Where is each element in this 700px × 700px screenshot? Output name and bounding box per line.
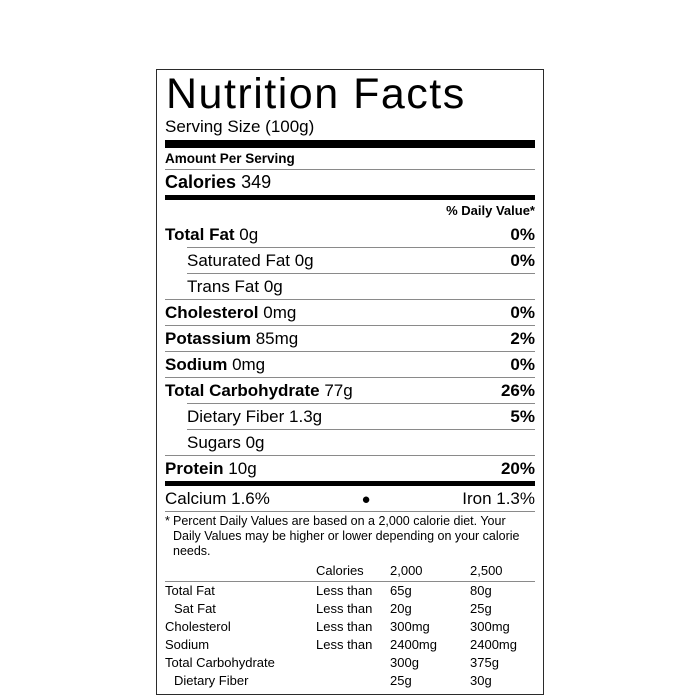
serving-size-text: Serving Size (100g) xyxy=(165,117,315,136)
nutrient-daily-value: 0% xyxy=(510,225,535,244)
reference-table-cell: Less than xyxy=(316,637,373,652)
reference-table-cell: 20g xyxy=(390,601,412,616)
reference-table-wrapper: Calories 2,000 2,500 Total Fat Less than 65g 8… xyxy=(165,562,535,694)
reference-table-cell: Cholesterol xyxy=(165,619,231,634)
reference-table-cell: Less than xyxy=(316,619,373,634)
reference-table-cell: 2400mg xyxy=(390,637,437,652)
divider-hairline xyxy=(165,351,535,352)
daily-value-header: % Daily Value* xyxy=(446,203,535,218)
reference-header-divider xyxy=(165,581,535,582)
divider-hairline-amount xyxy=(165,169,535,170)
reference-header-cell: Calories xyxy=(316,563,364,578)
nutrient-name-amount: Cholesterol 0mg xyxy=(165,303,297,322)
nutrient-name-amount: Sugars 0g xyxy=(187,433,265,452)
nutrient-daily-value: 0% xyxy=(510,303,535,322)
calories-value: 349 xyxy=(241,172,272,192)
reference-header-row: Calories 2,000 2,500 xyxy=(165,562,535,581)
nutrient-name-amount: Total Carbohydrate 77g xyxy=(165,381,353,400)
nutrient-daily-value: 2% xyxy=(510,329,535,348)
footnote: * Percent Daily Values are based on a 2,… xyxy=(165,512,535,562)
reference-header-cell xyxy=(165,562,316,581)
reference-table-cell: 65g xyxy=(390,583,412,598)
reference-table-cell: 2400mg xyxy=(470,637,517,652)
nutrient-row: Total Carbohydrate 77g 26% xyxy=(165,378,535,403)
reference-table-row: Sodium Less than 2400mg 2400mg xyxy=(165,636,535,654)
divider-medium-protein xyxy=(165,481,535,486)
nutrient-row: Sugars 0g xyxy=(165,430,535,455)
page-title: Nutrition Facts xyxy=(166,70,466,118)
iron-value: Iron 1.3% xyxy=(462,489,535,508)
nutrient-name-amount: Protein 10g xyxy=(165,459,257,478)
divider-hairline xyxy=(187,403,535,404)
footnote-asterisk: * xyxy=(165,514,170,528)
daily-values-reference-table: Calories 2,000 2,500 Total Fat Less than 65g 8… xyxy=(165,562,535,690)
nutrient-daily-value: 0% xyxy=(510,355,535,374)
nutrient-row: Potassium 85mg 2% xyxy=(165,326,535,351)
calcium-value: Calcium 1.6% xyxy=(165,489,270,508)
reference-table-cell: Less than xyxy=(316,601,373,616)
reference-table-cell xyxy=(316,672,390,690)
divider-medium-calories xyxy=(165,195,535,200)
reference-table-cell: Total Carbohydrate xyxy=(165,655,275,670)
nutrient-name-amount: Saturated Fat 0g xyxy=(187,251,314,270)
nutrient-row: Saturated Fat 0g 0% xyxy=(165,248,535,273)
reference-header-cell: 2,500 xyxy=(470,563,503,578)
reference-table-row: Total Carbohydrate 300g 375g xyxy=(165,654,535,672)
reference-table-cell: Sat Fat xyxy=(174,601,216,616)
reference-table-row: Cholesterol Less than 300mg 300mg xyxy=(165,618,535,636)
reference-table-cell: Dietary Fiber xyxy=(174,673,249,688)
nutrient-row: Protein 10g 20% xyxy=(165,456,535,481)
calories-row: Calories 349 xyxy=(165,170,535,195)
reference-table-cell: Total Fat xyxy=(165,583,215,598)
divider-hairline xyxy=(165,377,535,378)
divider-thick-top xyxy=(165,140,535,148)
divider-hairline xyxy=(165,299,535,300)
calories-label: Calories xyxy=(165,172,237,192)
reference-table-cell: 80g xyxy=(470,583,492,598)
reference-table-cell: 300mg xyxy=(390,619,430,634)
divider-hairline xyxy=(165,325,535,326)
reference-header-cell: 2,000 xyxy=(390,563,423,578)
reference-table-row: Dietary Fiber 25g 30g xyxy=(165,672,535,690)
reference-table-cell xyxy=(316,654,390,672)
nutrient-name-amount: Trans Fat 0g xyxy=(187,277,283,296)
nutrient-daily-value: 26% xyxy=(500,381,535,400)
reference-table-cell: 300g xyxy=(390,655,419,670)
divider-hairline xyxy=(187,273,535,274)
reference-table-row: Total Fat Less than 65g 80g xyxy=(165,582,535,600)
amount-per-serving-label: Amount Per Serving xyxy=(165,151,295,166)
nutrient-daily-value: 5% xyxy=(510,407,535,426)
divider-hairline xyxy=(187,247,535,248)
nutrient-row: Dietary Fiber 1.3g 5% xyxy=(165,404,535,429)
divider-hairline xyxy=(187,429,535,430)
reference-table-cell: Less than xyxy=(316,583,373,598)
reference-table-cell: 375g xyxy=(470,655,499,670)
nutrition-facts-panel: Nutrition Facts Serving Size (100g) Amou… xyxy=(156,69,544,695)
divider-hairline-vitamins xyxy=(165,511,535,512)
nutrient-daily-value: 20% xyxy=(500,459,535,478)
reference-table-cell: 25g xyxy=(390,673,412,688)
reference-table-cell: Sodium xyxy=(165,637,210,652)
nutrient-name-amount: Dietary Fiber 1.3g xyxy=(187,407,323,426)
nutrient-row: Sodium 0mg 0% xyxy=(165,352,535,377)
nutrient-list: Total Fat 0g 0% Saturated Fat 0g 0% Trans Fa… xyxy=(165,222,535,481)
reference-table-cell: 300mg xyxy=(470,619,510,634)
nutrient-name-amount: Sodium 0mg xyxy=(165,355,266,374)
nutrient-name-amount: Total Fat 0g xyxy=(165,225,259,244)
divider-hairline xyxy=(165,455,535,456)
reference-table-cell: 25g xyxy=(470,601,492,616)
nutrient-name-amount: Potassium 85mg xyxy=(165,329,299,348)
nutrient-row: Total Fat 0g 0% xyxy=(165,222,535,247)
footnote-text: Percent Daily Values are based on a 2,00… xyxy=(173,514,520,558)
divider-hairline xyxy=(165,581,535,582)
nutrient-daily-value: 0% xyxy=(510,251,535,270)
reference-table-row: Sat Fat Less than 20g 25g xyxy=(165,600,535,618)
reference-table-cell: 30g xyxy=(470,673,492,688)
nutrient-row: Trans Fat 0g xyxy=(165,274,535,299)
nutrient-row: Cholesterol 0mg 0% xyxy=(165,300,535,325)
vitamins-row: Calcium 1.6% ● Iron 1.3% xyxy=(165,486,535,511)
bullet-separator-icon: ● xyxy=(361,491,371,508)
